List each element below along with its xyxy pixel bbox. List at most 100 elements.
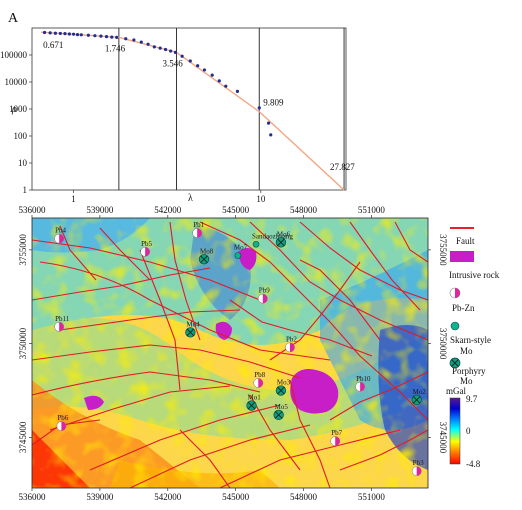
data-point (58, 31, 62, 36)
legend-skarn-label-1: Skarn-style (450, 335, 491, 345)
map-y-tick-label: 3755000 (18, 234, 28, 266)
data-point (53, 31, 57, 35)
fault-line (59, 309, 241, 331)
deposit-marker (411, 466, 422, 476)
data-point (173, 50, 178, 54)
data-point (146, 42, 150, 46)
fit-line (41, 31, 345, 191)
legend-intrusive-label: Intrusive rock (449, 270, 500, 280)
data-point (210, 73, 214, 77)
deposit-marker (355, 381, 365, 392)
fault-line (32, 371, 261, 396)
map-x-tick-label: 545000 (222, 205, 250, 215)
deposit-label: Pb7 (331, 429, 342, 437)
breakpoint-label: 9.809 (263, 98, 284, 108)
colorbar-max: 9.7 (466, 394, 478, 404)
deposit-marker (198, 254, 210, 265)
map-x-tick-label: 551000 (358, 492, 386, 502)
map-x-tick-label: 536000 (19, 205, 47, 215)
deposit-marker (246, 400, 257, 411)
data-point (180, 54, 184, 58)
data-point (257, 106, 261, 110)
y-tick-label: 100000 (0, 50, 28, 60)
data-point (42, 30, 47, 35)
data-point (79, 33, 83, 37)
colorbar-mid: 0 (466, 426, 471, 436)
deposit-label: Pb8 (254, 371, 265, 379)
breakpoint-label: 1.746 (105, 43, 126, 53)
data-point (202, 68, 207, 72)
data-point (269, 133, 273, 137)
x-tick-label: 10 (256, 194, 266, 204)
map-x-tick-label: 548000 (290, 492, 318, 502)
data-point (224, 84, 228, 88)
deposit-label: Mo2 (413, 388, 427, 396)
data-point (235, 89, 240, 93)
legend-pbzn-label: Pb-Zn (452, 303, 475, 313)
deposit-marker (56, 421, 67, 431)
chart-frame (31, 27, 347, 191)
colorbar: mGal 9.7 0 -4.8 (446, 386, 481, 469)
y-tick-label: 100 (14, 131, 28, 141)
data-point (132, 38, 136, 42)
deposit-marker (257, 293, 268, 304)
fault-line (219, 429, 401, 488)
fault-line (199, 221, 428, 421)
data-point (99, 34, 103, 38)
intrusive-body (290, 369, 339, 414)
data-point (152, 45, 156, 49)
deposit-label: Pb6 (57, 414, 68, 422)
intrusive-body (238, 248, 257, 270)
data-point (139, 40, 143, 44)
deposit-marker (275, 385, 287, 396)
map-y-tick-label: 3755000 (438, 234, 448, 266)
intrusive-legend-icon (450, 251, 474, 262)
fault-line (299, 221, 428, 301)
porphyry-legend-icon (449, 357, 461, 369)
fault-line (329, 371, 428, 421)
deposit-marker (285, 342, 295, 353)
deposit-marker (54, 321, 65, 332)
map-y-tick-label: 3750000 (18, 327, 28, 359)
deposit-marker (253, 378, 264, 388)
legend-skarn-label-2: Mo (460, 346, 473, 356)
data-point (86, 33, 90, 37)
breakpoint-label: 3.546 (162, 58, 183, 68)
fault-line (139, 249, 181, 391)
fault-line (39, 261, 331, 361)
data-point (169, 49, 173, 53)
fault-line (169, 221, 201, 341)
map-y-tick-label: 3745000 (438, 422, 448, 454)
intrusive-body (215, 321, 232, 340)
deposit-label: Pb10 (356, 375, 371, 383)
colorbar-unit: mGal (446, 386, 466, 396)
data-point (217, 79, 221, 83)
intrusive-body (84, 395, 104, 410)
pbzn-legend-icon (449, 287, 461, 299)
fault-line (32, 267, 211, 301)
data-point (163, 47, 168, 52)
fault-line (249, 394, 301, 471)
fault-line (59, 225, 97, 281)
breakpoint-label: 0.671 (43, 40, 63, 50)
deposit-marker (330, 436, 341, 446)
deposit-label: Pb1 (193, 221, 204, 229)
deposit-marker (275, 237, 287, 248)
deposit-label: Sandaozhuang (252, 232, 293, 240)
data-point (124, 37, 128, 41)
map-x-tick-label: 536000 (19, 492, 47, 502)
map-x-tick-label: 539000 (86, 205, 114, 215)
y-tick-label: 1 (23, 185, 28, 195)
fault-line (179, 429, 231, 488)
fault-line (249, 221, 428, 341)
map-x-tick-label: 542000 (154, 205, 182, 215)
deposit-marker (192, 228, 203, 238)
deposit-label: Mo7 (234, 244, 248, 252)
deposit-marker (185, 327, 196, 338)
fault-line (32, 239, 261, 301)
deposit-label: Pb5 (141, 240, 152, 248)
map-x-tick-label: 551000 (358, 205, 386, 215)
legend-fault-label: Fault (456, 236, 475, 246)
fault-line (49, 385, 231, 431)
